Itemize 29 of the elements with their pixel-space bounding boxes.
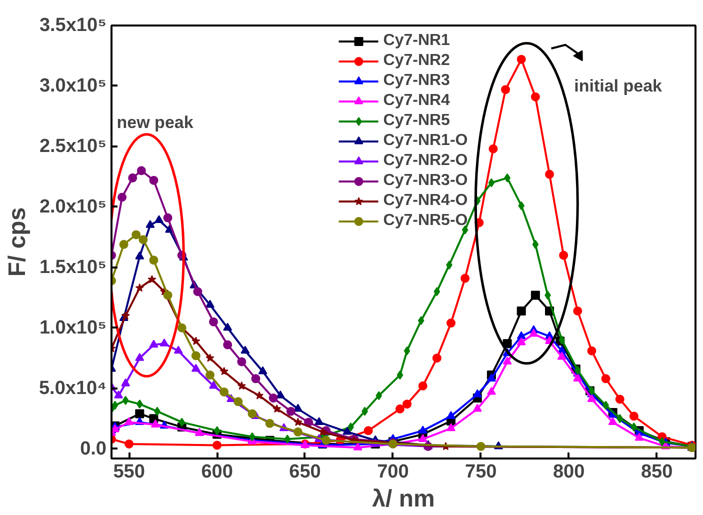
legend-label: Cy7-NR4 [383,92,450,110]
y-tick-label: 2.0x10⁵ [39,196,107,218]
x-tick-label: 850 [640,462,673,482]
x-tick-label: 800 [553,462,585,482]
y-tick-label: 5.0x10⁴ [38,378,107,399]
legend-label: Cy7-NR1-O [383,132,468,150]
legend-label: Cy7-NR5-O [383,212,468,230]
legend-label: Cy7-NR4-O [383,192,468,210]
x-axis-title: λ/ nm [372,486,435,512]
y-axis-title: F/ cps [4,207,31,277]
x-tick-label: 550 [113,462,145,482]
x-tick-label: 600 [201,462,233,482]
legend-label: Cy7-NR5 [383,112,450,130]
y-tick-label: 0.0 [80,438,107,460]
legend-label: Cy7-NR1 [383,32,450,50]
y-tick-label: 1.5x10⁵ [39,256,107,278]
y-tick-label: 3.5x10⁵ [39,15,107,36]
y-tick-label: 3.0x10⁵ [39,75,107,96]
y-tick-label: 2.5x10⁵ [39,136,107,157]
legend-label: Cy7-NR2-O [383,152,468,170]
legend-label: Cy7-NR3-O [383,172,468,190]
legend-label: Cy7-NR3 [383,72,450,90]
legend-label: Cy7-NR2 [383,52,450,70]
x-tick-label: 650 [289,462,321,482]
x-tick-label: 700 [377,462,409,482]
x-tick-label: 750 [465,462,497,482]
annotation: new peak [116,112,194,132]
y-tick-label: 1.0x10⁵ [39,317,107,338]
annotation: initial peak [574,76,663,96]
